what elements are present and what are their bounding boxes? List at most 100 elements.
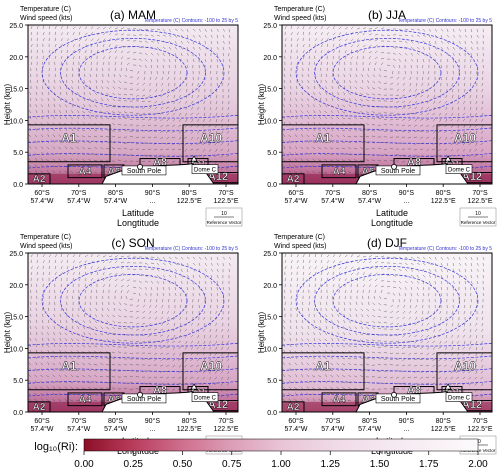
- region-label-a12: A12: [208, 399, 228, 411]
- region-label-a10: A10: [200, 359, 222, 373]
- region-label-a1: A1: [315, 359, 331, 373]
- x-tick-lon: 57.4°W: [67, 197, 90, 205]
- x-tick-lon: ...: [149, 198, 155, 205]
- y-tick-label: 25.0: [263, 23, 277, 30]
- x-tick-lat: 60°S: [34, 189, 50, 197]
- region-label-a6: A6: [362, 166, 375, 177]
- x-tick-lat: 70°S: [325, 189, 341, 197]
- y-tick-label: 10.0: [9, 118, 23, 125]
- south-pole-marker: [391, 163, 397, 170]
- panel-title: (c) SON: [111, 236, 154, 250]
- dome-c-box: [191, 164, 219, 174]
- y-tick-label: 20.0: [9, 55, 23, 62]
- field-background: [28, 25, 238, 184]
- x-tick-lon: 57.4°W: [284, 197, 307, 205]
- x-tick-lon: 57.4°W: [30, 425, 53, 433]
- x-tick-lat: 80°S: [108, 189, 124, 197]
- header-temperature: Temperature (C): [20, 234, 71, 241]
- y-tick-label: 0.0: [13, 410, 23, 417]
- y-axis: 0.0 5.0 10.0 15.0 20.0 25.0 Height (km): [3, 251, 28, 417]
- region-label-a12: A12: [462, 399, 482, 411]
- region-label-a2: A2: [287, 174, 300, 185]
- y-tick-label: 25.0: [9, 251, 23, 258]
- x-tick-lat: 90°S: [399, 189, 415, 197]
- region-label-a10: A10: [454, 131, 476, 145]
- region-label-a2: A2: [287, 402, 300, 413]
- dome-c-box: [191, 392, 219, 402]
- colorbar-tick-label: 1.50: [370, 459, 390, 470]
- region-box-a4: [321, 392, 357, 407]
- x-tick-lat: 80°S: [108, 417, 124, 425]
- x-tick-lon: 57.4°W: [67, 425, 90, 433]
- x-axis: 60°S57.4°W70°S57.4°W80°S57.4°W90°S...80°…: [30, 184, 239, 228]
- panels-layer: Temperature (C) Wind speed (kts) Temperatu…: [3, 6, 497, 456]
- y-tick-label: 0.0: [267, 410, 277, 417]
- y-axis-label: Height (km): [3, 311, 12, 353]
- x-tick-lon: 122.5°E: [177, 197, 202, 205]
- y-axis-label: Height (km): [257, 311, 266, 353]
- y-tick-label: 20.0: [9, 283, 23, 290]
- x-tick-lon: 122.5°E: [431, 197, 456, 205]
- x-tick-lat: 70°S: [71, 189, 87, 197]
- region-label-a6: A6: [108, 166, 121, 177]
- y-axis: 0.0 5.0 10.0 15.0 20.0 25.0 Height (km): [3, 23, 28, 189]
- panel-title: (d) DJF: [367, 236, 407, 250]
- panel-djf: Temperature (C) Wind speed (kts) Temperatu…: [257, 234, 497, 456]
- x-tick-lon: ...: [403, 198, 409, 205]
- x-tick-lat: 70°S: [472, 189, 488, 197]
- y-axis-label: Height (km): [257, 83, 266, 125]
- colorbar-tick-label: 2.00: [468, 459, 488, 470]
- dome-c-box: [445, 164, 473, 174]
- south-pole-label: South Pole: [127, 168, 161, 175]
- x-tick-lat: 90°S: [145, 189, 161, 197]
- reference-vector-value: 10: [221, 211, 227, 217]
- reference-vector: 10 Reference Vector: [205, 207, 243, 227]
- header-temperature: Temperature (C): [274, 234, 325, 241]
- header-temperature: Temperature (C): [20, 6, 71, 13]
- x-tick-lon: 122.5°E: [177, 425, 202, 433]
- reference-vector-label: Reference Vector: [461, 220, 496, 225]
- y-tick-label: 0.0: [13, 182, 23, 189]
- colorbar-tick-label: 1.75: [419, 459, 439, 470]
- y-tick-label: 15.0: [9, 87, 23, 94]
- panel-jja: Temperature (C) Wind speed (kts) Temperatu…: [257, 6, 497, 228]
- region-label-a4: A4: [79, 166, 92, 177]
- y-tick-label: 20.0: [263, 283, 277, 290]
- x-tick-lat: 70°S: [472, 417, 488, 425]
- region-label-a10: A10: [454, 359, 476, 373]
- field-background: [28, 253, 238, 412]
- x-tick-lat: 70°S: [218, 189, 234, 197]
- region-box-a4: [67, 164, 103, 179]
- region-label-a10: A10: [200, 131, 222, 145]
- dome-c-marker: [190, 383, 198, 390]
- south-pole-box: [375, 165, 421, 176]
- x-tick-lon: 122.5°E: [468, 197, 493, 205]
- y-tick-label: 5.0: [13, 378, 23, 385]
- south-pole-box: [375, 393, 421, 404]
- x-tick-lon: 57.4°W: [104, 197, 127, 205]
- x-tick-lon: ...: [403, 426, 409, 433]
- plot-frame: [27, 24, 239, 185]
- plot-frame: [281, 252, 493, 413]
- x-tick-lat: 90°S: [145, 417, 161, 425]
- dome-c-label: Dome C: [448, 396, 471, 402]
- region-label-a12: A12: [462, 171, 482, 183]
- x-tick-lat: 60°S: [34, 417, 50, 425]
- colorbar: log₁₀(Ri): 0.00 0.25 0.50 0.75 1.00 1.25 1.50 1…: [34, 438, 488, 470]
- x-axis-label-latitude: Latitude: [376, 208, 408, 218]
- y-tick-label: 5.0: [267, 150, 277, 157]
- y-tick-label: 15.0: [9, 315, 23, 322]
- region-label-a2: A2: [33, 402, 46, 413]
- x-tick-lat: 70°S: [218, 417, 234, 425]
- x-tick-lon: 57.4°W: [284, 425, 307, 433]
- colorbar-tick-label: 1.25: [321, 459, 341, 470]
- header-windspeed: Wind speed (kts): [274, 15, 327, 22]
- header-windspeed: Wind speed (kts): [20, 243, 73, 250]
- south-pole-marker: [137, 163, 143, 170]
- x-tick-lat: 80°S: [436, 417, 452, 425]
- region-box-a4: [67, 392, 103, 407]
- x-tick-lon: 122.5°E: [214, 425, 239, 433]
- x-tick-lat: 80°S: [182, 189, 198, 197]
- plot-frame: [281, 24, 493, 185]
- colorbar-label: log₁₀(Ri):: [34, 441, 78, 453]
